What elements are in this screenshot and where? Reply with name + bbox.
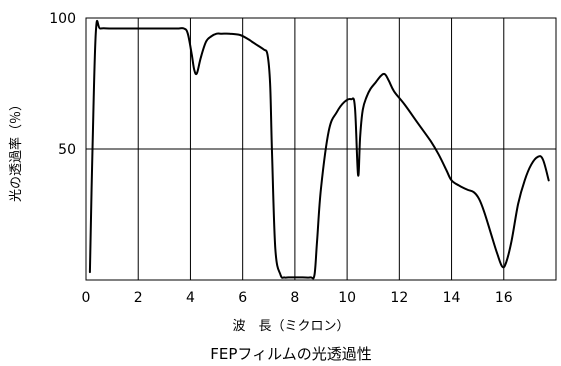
x-tick-label: 14 — [443, 290, 461, 306]
x-tick-label: 6 — [238, 290, 247, 306]
y-tick-label: 100 — [49, 11, 76, 27]
x-tick-label: 8 — [290, 290, 299, 306]
transmittance-curve — [88, 19, 550, 280]
grid-lines — [86, 18, 556, 280]
x-tick-label: 2 — [134, 290, 143, 306]
x-tick-label: 12 — [390, 290, 408, 306]
x-axis-title: 波 長（ミクロン） — [232, 319, 349, 334]
y-tick-label: 50 — [58, 142, 76, 158]
y-axis-title: 光の透過率（％） — [8, 98, 24, 202]
chart-title: FEPフィルムの光透過性 — [210, 345, 372, 363]
x-tick-label: 4 — [186, 290, 195, 306]
x-tick-labels: 0 2 4 6 8 10 12 14 16 — [82, 290, 513, 306]
x-tick-label: 0 — [82, 290, 91, 306]
plot-area-frame — [85, 17, 557, 281]
x-tick-label: 16 — [495, 290, 513, 306]
y-tick-labels: 50 100 — [49, 11, 76, 158]
x-tick-label: 10 — [338, 290, 356, 306]
